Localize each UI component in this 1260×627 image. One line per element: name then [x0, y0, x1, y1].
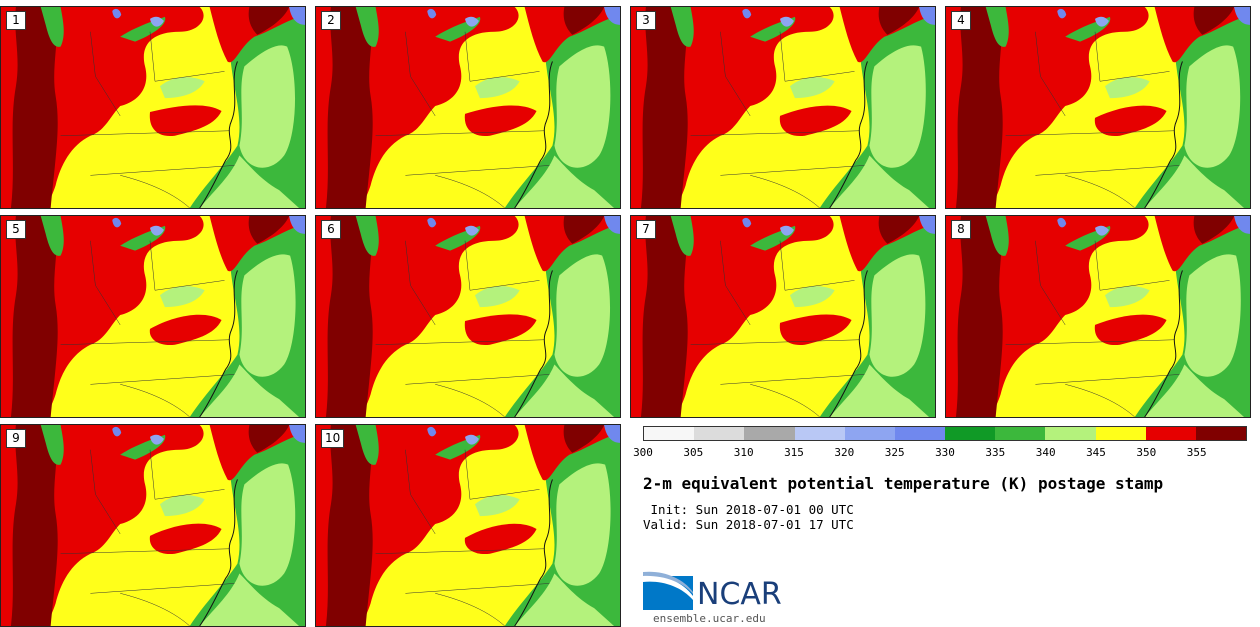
colorbar-swatch: [1195, 427, 1247, 440]
colorbar-tick-label: 340: [1035, 446, 1056, 459]
ncar-logo-text: NCAR: [697, 577, 782, 612]
ensemble-member-map: 1: [0, 6, 306, 209]
ensemble-member-map: 10: [315, 424, 621, 627]
ensemble-member-map: 5: [0, 215, 306, 418]
init-time: Init: Sun 2018-07-01 00 UTC: [643, 502, 854, 517]
member-number-label: 2: [321, 11, 341, 30]
colorbar-swatch: [844, 427, 895, 440]
colorbar: [643, 426, 1247, 441]
ensemble-member-map: 6: [315, 215, 621, 418]
ncar-logo-icon: [643, 571, 693, 610]
ensemble-member-map: 4: [945, 6, 1251, 209]
member-number-label: 8: [951, 220, 971, 239]
colorbar-swatch: [945, 427, 996, 440]
colorbar-tick-label: 355: [1186, 446, 1207, 459]
member-number-label: 6: [321, 220, 341, 239]
colorbar-tick-label: 335: [985, 446, 1006, 459]
plot-title: 2-m equivalent potential temperature (K)…: [643, 474, 1164, 493]
colorbar-swatch: [1045, 427, 1096, 440]
valid-time: Valid: Sun 2018-07-01 17 UTC: [643, 517, 854, 532]
member-number-label: 3: [636, 11, 656, 30]
member-number-label: 7: [636, 220, 656, 239]
member-number-label: 5: [6, 220, 26, 239]
colorbar-ticks: 300 305 310 315 320 325 330 335 340 345 350 355: [633, 446, 1247, 460]
colorbar-swatch: [995, 427, 1046, 440]
ensemble-member-map: 9: [0, 424, 306, 627]
ensemble-member-map: 2: [315, 6, 621, 209]
colorbar-tick-label: 305: [683, 446, 704, 459]
member-number-label: 10: [321, 429, 345, 448]
colorbar-tick-label: 345: [1086, 446, 1106, 459]
site-url: ensemble.ucar.edu: [653, 612, 766, 625]
colorbar-tick-label: 325: [884, 446, 905, 459]
ensemble-member-map: 7: [630, 215, 936, 418]
ensemble-member-map: 8: [945, 215, 1251, 418]
colorbar-swatch: [1095, 427, 1146, 440]
colorbar-tick-label: 330: [935, 446, 955, 459]
colorbar-swatch: [744, 427, 795, 440]
colorbar-tick-label: 310: [733, 446, 754, 459]
member-number-label: 4: [951, 11, 971, 30]
colorbar-tick-label: 350: [1136, 446, 1157, 459]
colorbar-swatch: [644, 427, 695, 440]
ensemble-member-map: 3: [630, 6, 936, 209]
colorbar-tick-label: 300: [633, 446, 653, 459]
member-number-label: 9: [6, 429, 26, 448]
colorbar-swatch: [1145, 427, 1196, 440]
colorbar-swatch: [694, 427, 745, 440]
colorbar-swatch: [794, 427, 845, 440]
colorbar-tick-label: 315: [784, 446, 804, 459]
member-number-label: 1: [6, 11, 26, 30]
colorbar-swatch: [894, 427, 946, 440]
colorbar-tick-label: 320: [834, 446, 855, 459]
